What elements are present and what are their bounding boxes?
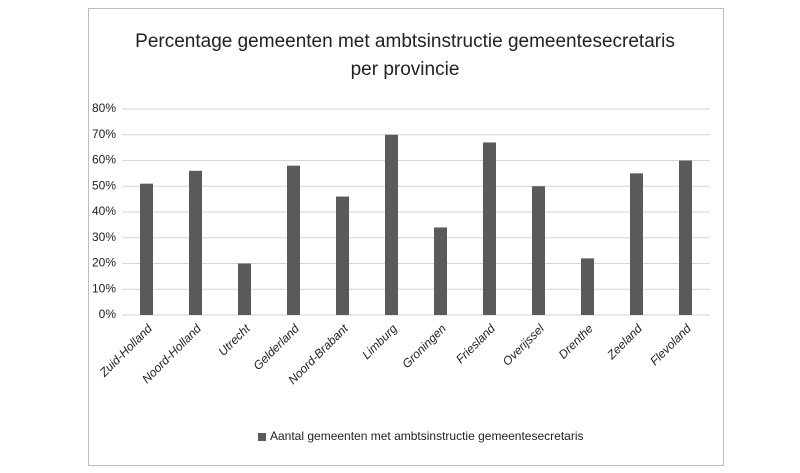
- bar: [189, 170, 202, 315]
- bar: [434, 227, 447, 315]
- bar: [140, 183, 153, 315]
- bar: [679, 160, 692, 315]
- bar: [336, 196, 349, 315]
- y-tick-label: 0%: [99, 307, 117, 321]
- chart-title: per provincie: [351, 59, 460, 80]
- y-tick-label: 30%: [92, 230, 116, 244]
- y-tick-label: 20%: [92, 256, 116, 270]
- y-tick-label: 80%: [92, 101, 116, 115]
- chart-title: Percentage gemeenten met ambtsinstructie…: [135, 31, 675, 52]
- bar: [287, 165, 300, 315]
- bar: [532, 186, 545, 315]
- bar: [483, 142, 496, 315]
- y-tick-label: 70%: [92, 127, 116, 141]
- y-tick-label: 40%: [92, 204, 116, 218]
- bar: [238, 263, 251, 315]
- bar: [581, 258, 594, 315]
- y-tick-label: 10%: [92, 281, 116, 295]
- bar: [630, 173, 643, 315]
- legend-label: Aantal gemeenten met ambtsinstructie gem…: [270, 429, 584, 443]
- y-tick-label: 50%: [92, 178, 116, 192]
- y-tick-label: 60%: [92, 153, 116, 167]
- legend-swatch: [258, 433, 266, 441]
- bar: [385, 134, 398, 315]
